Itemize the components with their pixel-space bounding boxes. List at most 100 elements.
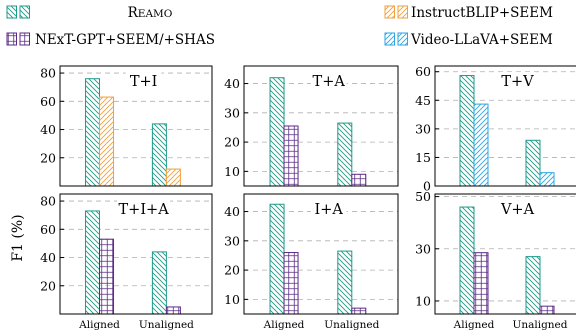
y-tick-label: 10: [224, 292, 240, 307]
bar-reamo-aligned: [269, 77, 285, 186]
bar-reamo-aligned: [85, 210, 101, 314]
bar-instructblip-seem-unaligned: [165, 168, 181, 186]
bar-reamo-aligned: [459, 206, 475, 314]
bars: [85, 78, 181, 186]
y-tick-label: 10: [415, 293, 431, 308]
panel-v-a: 10 30 50 V+A Aligned Unaligned: [415, 189, 576, 331]
y-tick-label: 60: [40, 94, 56, 109]
legend-label: NExT-GPT+SEEM/+SHAS: [35, 32, 215, 48]
panel-frame: [434, 65, 576, 187]
bar-next-gpt-seem-shas-unaligned: [351, 307, 367, 314]
bar-video-llava-seem-aligned: [473, 103, 489, 186]
panel-frame: [243, 65, 399, 187]
x-tick-label-aligned: Aligned: [263, 319, 305, 331]
panel-title: V+A: [500, 202, 535, 218]
x-tick-label-aligned: Aligned: [453, 319, 495, 331]
panel-frame: [59, 65, 213, 187]
panel-t-v: 0 15 30 45 60 T+V: [415, 64, 576, 194]
legend-swatch: [19, 32, 30, 46]
bar-reamo-aligned: [459, 75, 475, 186]
panel-t-i-a: 20 40 60 80 T+I+A Aligned Unaligned: [40, 193, 213, 331]
y-tick-label: 20: [224, 135, 240, 150]
y-tick-label: 20: [40, 278, 56, 293]
y-tick-label: 20: [224, 263, 240, 278]
bar-reamo-unaligned: [337, 250, 353, 314]
y-tick-label: 40: [40, 122, 56, 137]
legend-swatch: [384, 5, 395, 19]
title-backing: [310, 200, 347, 218]
y-tick-label: 60: [415, 64, 431, 79]
title-backing: [499, 200, 536, 218]
legend-label: REAMO: [128, 5, 173, 21]
panel-title: I+A: [315, 202, 344, 218]
bar-reamo-aligned: [269, 203, 285, 314]
panel-frame: [434, 193, 576, 315]
title-backing: [310, 72, 347, 90]
panel-title: T+I: [130, 74, 158, 90]
legend-swatch: [397, 32, 408, 46]
bar-next-gpt-seem-shas-aligned: [99, 238, 115, 314]
x-tick-label-unaligned: Unaligned: [139, 319, 194, 331]
bar-reamo-unaligned: [337, 122, 353, 186]
bar-reamo-unaligned: [525, 139, 541, 186]
y-tick-label: 45: [415, 93, 431, 108]
bar-instructblip-seem-aligned: [99, 96, 115, 186]
panel-frame: [59, 193, 213, 315]
y-tick-label: 15: [415, 150, 431, 165]
y-tick-label: 30: [224, 105, 240, 120]
legend-swatch: [384, 32, 395, 46]
y-tick-label: 30: [415, 241, 431, 256]
bar-next-gpt-seem-shas-unaligned: [351, 173, 367, 186]
bar-reamo-unaligned: [151, 123, 167, 186]
legend-swatch: [6, 5, 17, 19]
panel-frame: [243, 193, 399, 315]
panels: 20 40 60 80 T+I 10 20 30 40 T+A 0 15 30 45 60 T+V 20 40 60…: [40, 64, 576, 331]
y-tick-label: 0: [423, 179, 431, 194]
legend-swatch: [397, 5, 408, 19]
bar-next-gpt-seem-shas-aligned: [283, 125, 299, 186]
legend-entry-reamo: REAMO: [6, 5, 173, 21]
title-backing: [117, 200, 171, 218]
x-tick-label-aligned: Aligned: [78, 319, 120, 331]
y-tick-label: 20: [40, 150, 56, 165]
legend-swatch: [19, 5, 30, 19]
legend-entry-instructblip-seem: InstructBLIP+SEEM: [384, 5, 553, 21]
bar-next-gpt-seem-shas-unaligned: [165, 306, 181, 314]
legend: REAMO InstructBLIP+SEEM NExT-GPT+SEEM/+SHA…: [6, 5, 553, 48]
y-tick-label: 40: [224, 204, 240, 219]
legend-entry-next-gpt-seem-shas: NExT-GPT+SEEM/+SHAS: [6, 32, 215, 48]
bars: [85, 210, 181, 314]
y-tick-label: 80: [40, 194, 56, 209]
bars: [459, 206, 555, 314]
x-tick-label-unaligned: Unaligned: [324, 319, 379, 331]
y-tick-label: 10: [224, 164, 240, 179]
bar-reamo-unaligned: [525, 256, 541, 314]
panel-i-a: 10 20 30 40 I+A Aligned Unaligned: [224, 193, 399, 331]
y-tick-label: 30: [415, 121, 431, 136]
legend-swatch: [6, 32, 17, 46]
panel-title: T+V: [501, 74, 534, 90]
bar-next-gpt-seem-shas-aligned: [283, 252, 299, 314]
bar-video-llava-seem-unaligned: [539, 172, 555, 186]
bars: [269, 77, 367, 186]
panel-title: T+A: [313, 74, 346, 90]
y-tick-label: 30: [224, 233, 240, 248]
legend-label: InstructBLIP+SEEM: [411, 5, 553, 21]
legend-entry-video-llava-seem: Video-LLaVA+SEEM: [384, 32, 553, 48]
bars: [459, 75, 555, 186]
y-axis-label: F1 (%): [10, 214, 26, 261]
y-tick-label: 60: [40, 222, 56, 237]
bars: [269, 203, 367, 314]
y-tick-label: 40: [224, 76, 240, 91]
panel-t-a: 10 20 30 40 T+A: [224, 65, 399, 187]
bar-next-gpt-seem-shas-aligned: [473, 252, 489, 314]
bar-reamo-aligned: [85, 78, 101, 186]
bar-reamo-unaligned: [151, 251, 167, 314]
panel-t-i: 20 40 60 80 T+I: [40, 65, 213, 187]
legend-label: Video-LLaVA+SEEM: [410, 32, 553, 48]
y-tick-label: 40: [40, 250, 56, 265]
x-tick-label-unaligned: Unaligned: [512, 319, 567, 331]
title-backing: [125, 72, 162, 90]
title-backing: [499, 72, 536, 90]
